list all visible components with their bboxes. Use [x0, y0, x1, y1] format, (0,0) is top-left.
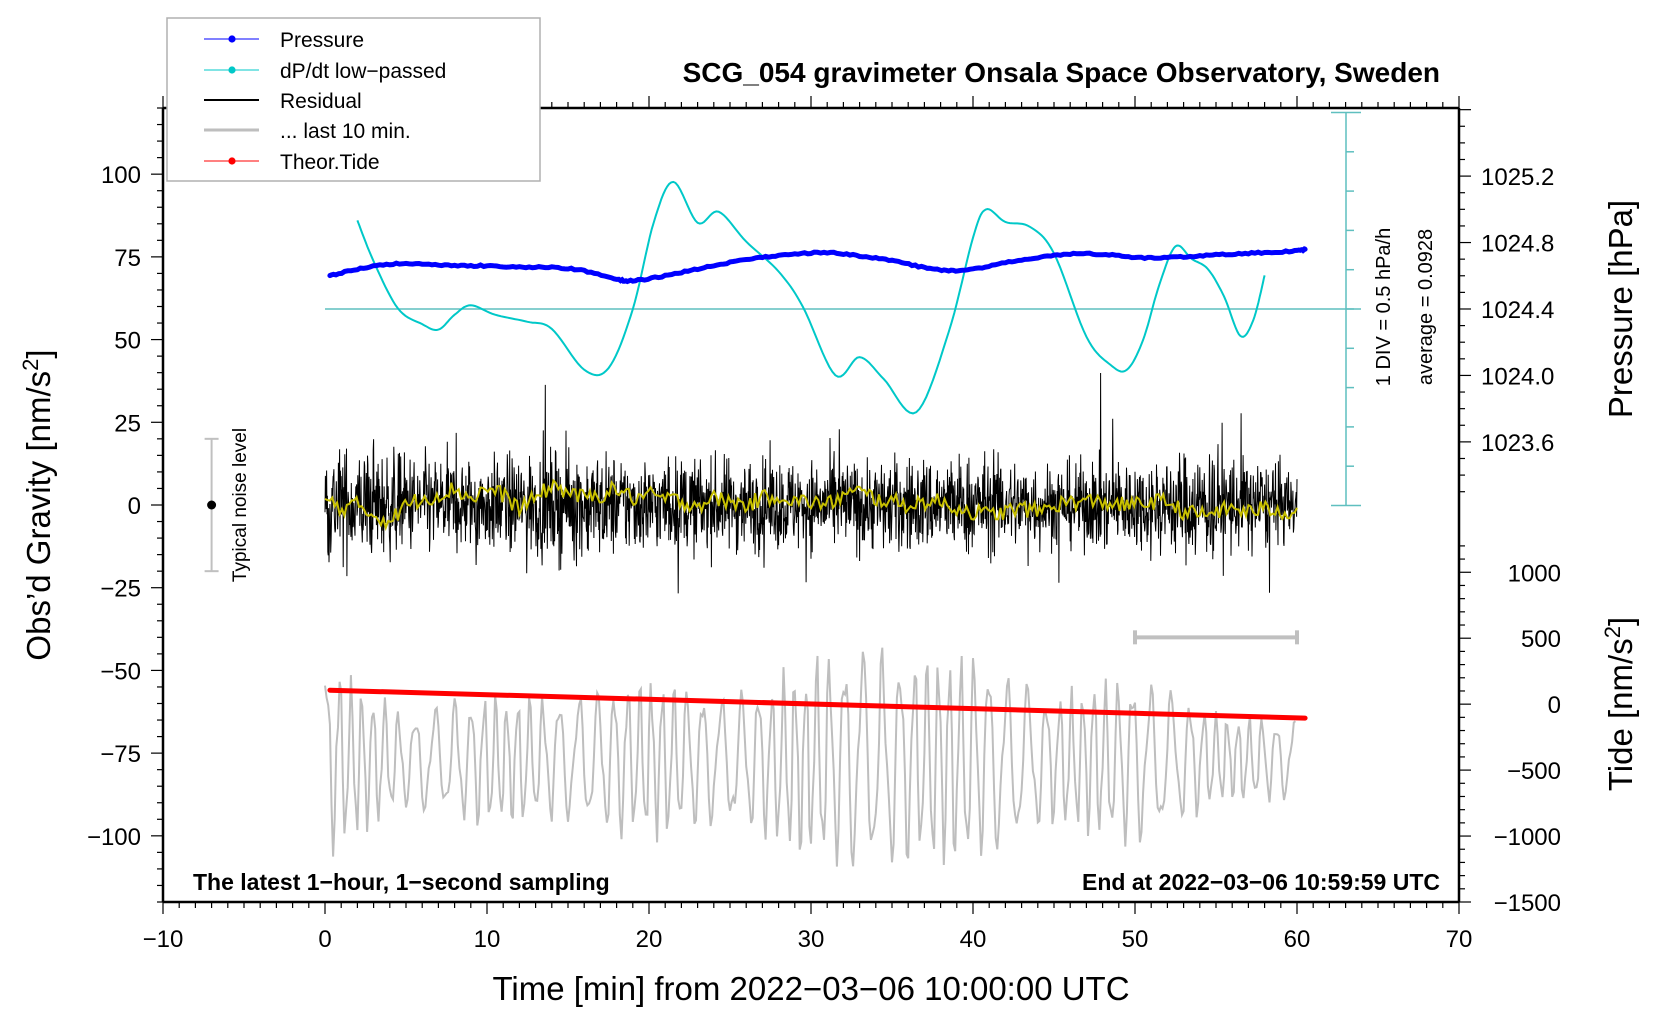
- tide-tick-label: 1000: [1508, 560, 1561, 587]
- x-tick-label: 60: [1284, 926, 1311, 953]
- legend-box: [166, 17, 541, 182]
- noise-level-label: Typical noise level: [230, 428, 251, 582]
- dpdt-series: [356, 180, 1266, 415]
- y-axis-title-gravity: Obs’d Gravity [nm/s2]: [18, 349, 57, 660]
- legend-marker-tide: [228, 157, 236, 165]
- y-axis-title-tide: Tide [nm/s2]: [1600, 617, 1639, 791]
- noise-level-dot: [207, 500, 217, 510]
- tide-tick-label: 500: [1521, 626, 1561, 653]
- tide-tick-label: −500: [1507, 758, 1561, 785]
- end-time-note: End at 2022−03−06 10:59:59 UTC: [1082, 869, 1440, 895]
- dpdt-average-label: average = 0.0928: [1415, 229, 1437, 385]
- x-tick-label: 70: [1446, 926, 1473, 953]
- y-tick-label: −50: [100, 658, 141, 685]
- y-tick-label: −25: [100, 576, 141, 603]
- axis-title-rest: ]: [1602, 617, 1639, 626]
- legend-label-residual: Residual: [280, 90, 362, 113]
- residual-smoothed-series: [324, 478, 1298, 532]
- chart-title: SCG_054 gravimeter Onsala Space Observat…: [683, 57, 1440, 88]
- axes: −10 0 10 20 30 40 50 60 70−100−75−50−25025507510…: [87, 96, 1561, 953]
- y-tick-label: 50: [114, 328, 141, 355]
- pressure-tick-label: 1025.2: [1481, 164, 1554, 191]
- pressure-tick-label: 1024.8: [1481, 231, 1554, 258]
- legend-entry-pressure: Pressure: [204, 29, 364, 52]
- tide-tick-label: 0: [1548, 692, 1561, 719]
- y-tick-label: 100: [101, 162, 141, 189]
- legend-entry-residual: Residual: [204, 90, 362, 113]
- x-tick-label: 20: [636, 926, 663, 953]
- dpdt-line: [356, 180, 1266, 415]
- tide-tick-label: −1000: [1494, 824, 1561, 851]
- dpdt-div-label: 1 DIV = 0.5 hPa/h: [1373, 228, 1395, 386]
- y-tick-label: 75: [114, 245, 141, 272]
- superscript: 2: [1600, 626, 1625, 638]
- y-tick-label: 25: [114, 410, 141, 437]
- y-tick-label: −75: [100, 741, 141, 768]
- legend: Pressure dP/dt low−passed Residual ... l…: [166, 17, 541, 182]
- legend-entry-last10: ... last 10 min.: [204, 120, 411, 143]
- legend-marker-pressure: [228, 35, 236, 43]
- pressure-series: [327, 246, 1308, 285]
- last-10-min-series: [324, 647, 1297, 867]
- x-axis-title: Time [min] from 2022−03−06 10:00:00 UTC: [492, 970, 1129, 1007]
- legend-label-pressure: Pressure: [280, 29, 364, 52]
- sampling-note: The latest 1−hour, 1−second sampling: [193, 869, 610, 895]
- dpdt-scale: [325, 111, 1361, 507]
- pressure-tick-label: 1024.0: [1481, 363, 1554, 390]
- residual-line: [324, 372, 1298, 594]
- x-tick-label: 0: [318, 926, 331, 953]
- y-tick-label: 0: [128, 493, 141, 520]
- legend-entry-tide: Theor.Tide: [204, 151, 380, 174]
- x-tick-label: 40: [960, 926, 987, 953]
- axis-title-rest: ]: [20, 349, 57, 358]
- annotations: [204, 437, 1299, 645]
- x-tick-label: 10: [474, 926, 501, 953]
- legend-label-last10: ... last 10 min.: [280, 120, 411, 143]
- pressure-tick-label: 1024.4: [1481, 297, 1554, 324]
- residual-series: [324, 372, 1298, 594]
- legend-label-dpdt: dP/dt low−passed: [280, 60, 446, 83]
- x-tick-label: 50: [1122, 926, 1149, 953]
- tide-series: [327, 687, 1308, 721]
- last-10-min-line: [324, 647, 1297, 867]
- x-tick-label: 30: [798, 926, 825, 953]
- tide-line: [327, 687, 1308, 721]
- tide-tick-label: −1500: [1494, 890, 1561, 917]
- pressure-tick-label: 1023.6: [1481, 430, 1554, 457]
- superscript: 2: [18, 359, 43, 371]
- pressure-line: [327, 246, 1308, 285]
- y-axis-title-pressure: Pressure [hPa]: [1602, 200, 1639, 418]
- legend-entry-dpdt: dP/dt low−passed: [204, 60, 446, 83]
- x-tick-label: −10: [143, 926, 184, 953]
- legend-marker-dpdt: [228, 66, 236, 74]
- legend-label-tide: Theor.Tide: [280, 151, 380, 174]
- y-tick-label: −100: [87, 824, 141, 851]
- residual-smoothed-line: [324, 478, 1298, 532]
